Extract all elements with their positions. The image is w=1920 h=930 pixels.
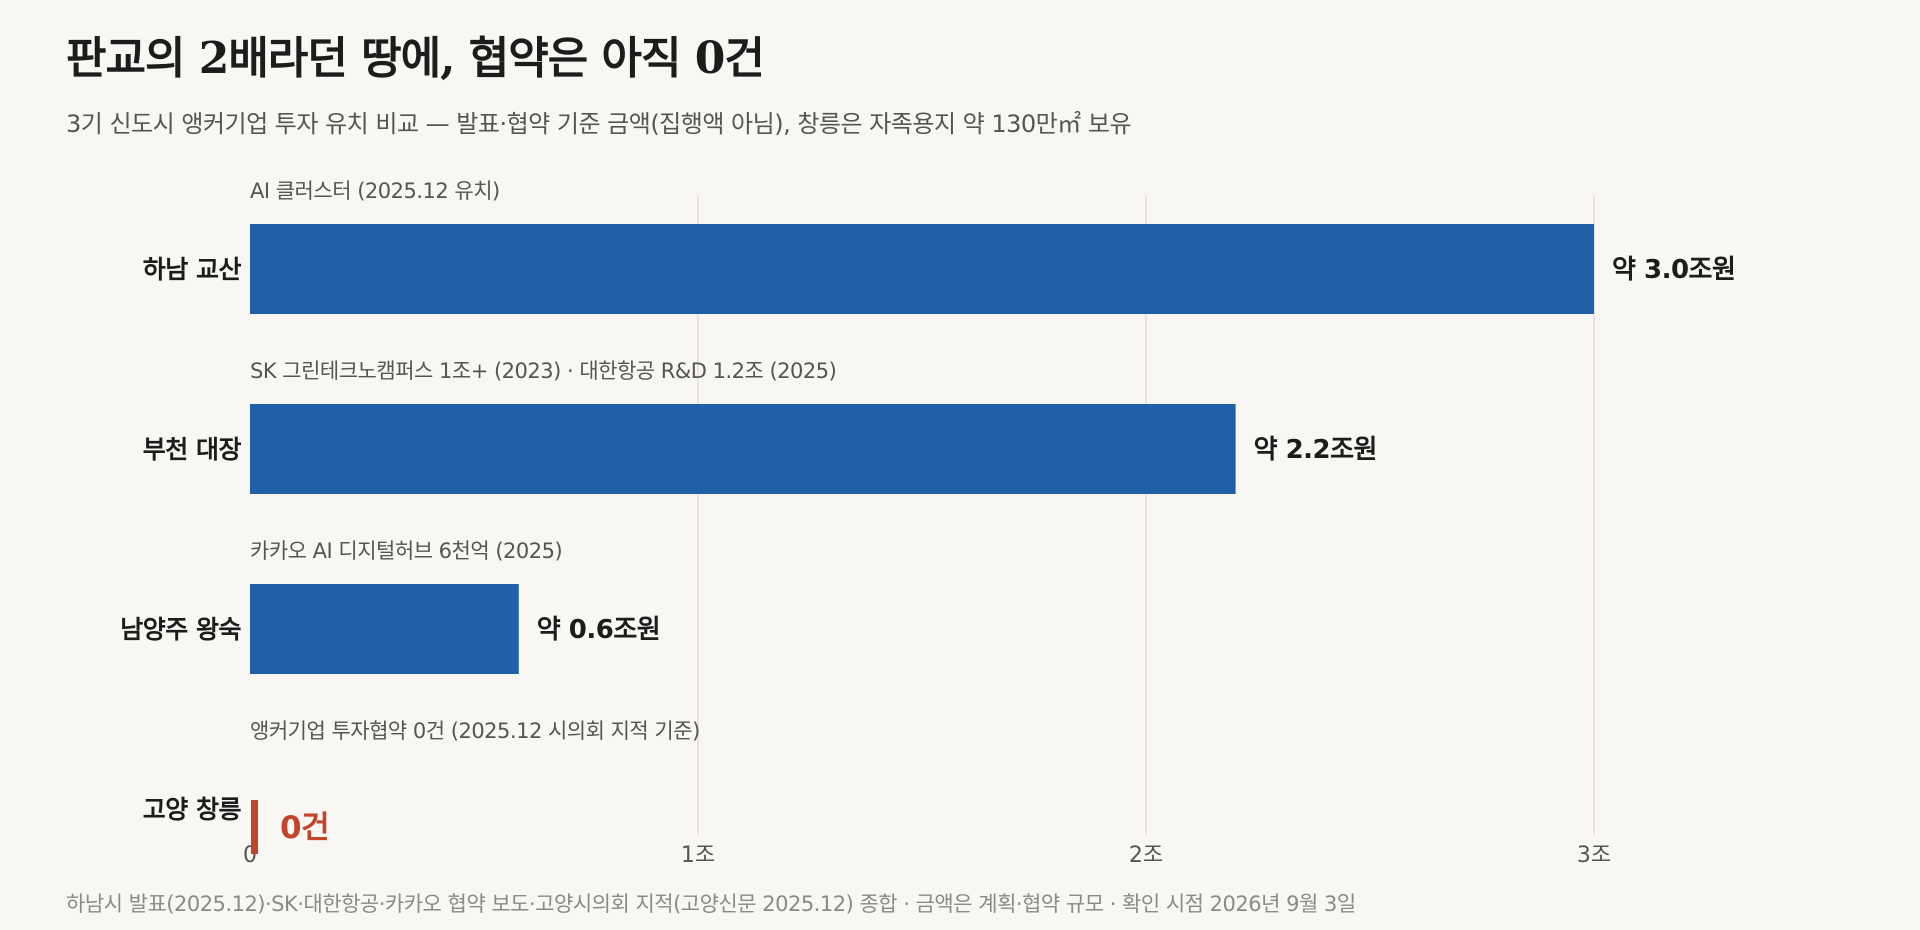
bar-note: 카카오 AI 디지털허브 6천억 (2025) <box>250 539 562 563</box>
bar <box>250 584 519 674</box>
chart-subtitle: 3기 신도시 앵커기업 투자 유치 비교 — 발표·협약 기준 금액(집행액 아… <box>66 110 1132 138</box>
x-tick-label: 1조 <box>681 843 715 868</box>
value-label: 약 2.2조원 <box>1254 435 1377 465</box>
category-label: 고양 창릉 <box>143 795 242 824</box>
bar <box>250 404 1236 494</box>
value-label: 약 0.6조원 <box>537 615 660 645</box>
category-label: 부천 대장 <box>143 435 242 464</box>
bar-note: SK 그린테크노캠퍼스 1조+ (2023) · 대한항공 R&D 1.2조 (… <box>250 359 836 383</box>
x-tick-label: 3조 <box>1577 843 1611 868</box>
bar-note: AI 클러스터 (2025.12 유치) <box>250 179 500 203</box>
bar <box>250 224 1594 314</box>
zero-bar <box>251 800 258 854</box>
source-note: 하남시 발표(2025.12)·SK·대한항공·카카오 협약 보도·고양시의회 … <box>66 892 1356 916</box>
category-label: 하남 교산 <box>143 255 242 284</box>
category-label: 남양주 왕숙 <box>120 615 241 644</box>
value-label: 약 3.0조원 <box>1612 255 1735 285</box>
chart-title: 판교의 2배라던 땅에, 협약은 아직 0건 <box>66 33 765 84</box>
x-tick-label: 2조 <box>1129 843 1163 868</box>
bar-note: 앵커기업 투자협약 0건 (2025.12 시의회 지적 기준) <box>250 719 700 743</box>
value-label: 0건 <box>280 810 329 846</box>
